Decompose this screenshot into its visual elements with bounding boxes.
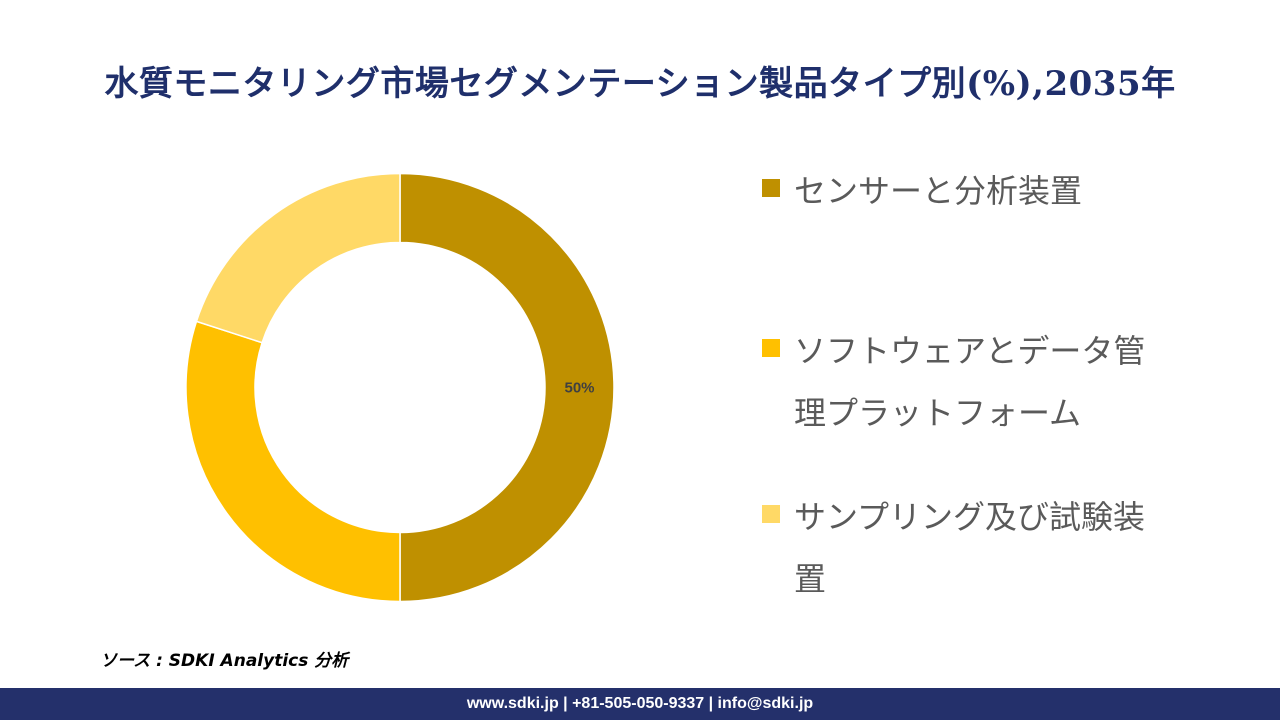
legend-label-software: ソフトウェアとデータ管理プラットフォーム bbox=[794, 332, 1146, 432]
donut-data-label-0: 50% bbox=[564, 380, 594, 397]
legend-swatch-sampling bbox=[762, 505, 780, 523]
legend-item-sensors: センサーと分析装置 bbox=[762, 160, 1174, 222]
legend-label-sensors: センサーと分析装置 bbox=[794, 172, 1083, 210]
legend-swatch-sensors bbox=[762, 179, 780, 197]
donut-slice-1 bbox=[185, 320, 401, 603]
donut-slice-0 bbox=[399, 172, 615, 603]
legend-item-software: ソフトウェアとデータ管理プラットフォーム bbox=[762, 320, 1164, 444]
legend-item-sampling: サンプリング及び試験装置 bbox=[762, 486, 1164, 610]
donut-slice-2 bbox=[195, 172, 401, 344]
legend-label-sampling: サンプリング及び試験装置 bbox=[794, 498, 1146, 598]
chart-title: 水質モニタリング市場セグメンテーション製品タイプ別(%),2035年 bbox=[104, 64, 1176, 104]
footer-contact-bar: www.sdki.jp | +81-505-050-9337 | info@sd… bbox=[0, 688, 1280, 720]
source-note: ソース : SDKI Analytics 分析 bbox=[100, 651, 349, 671]
donut-chart: 50% bbox=[180, 165, 620, 610]
legend-swatch-software bbox=[762, 339, 780, 357]
donut-chart-svg: 50% bbox=[185, 172, 615, 603]
